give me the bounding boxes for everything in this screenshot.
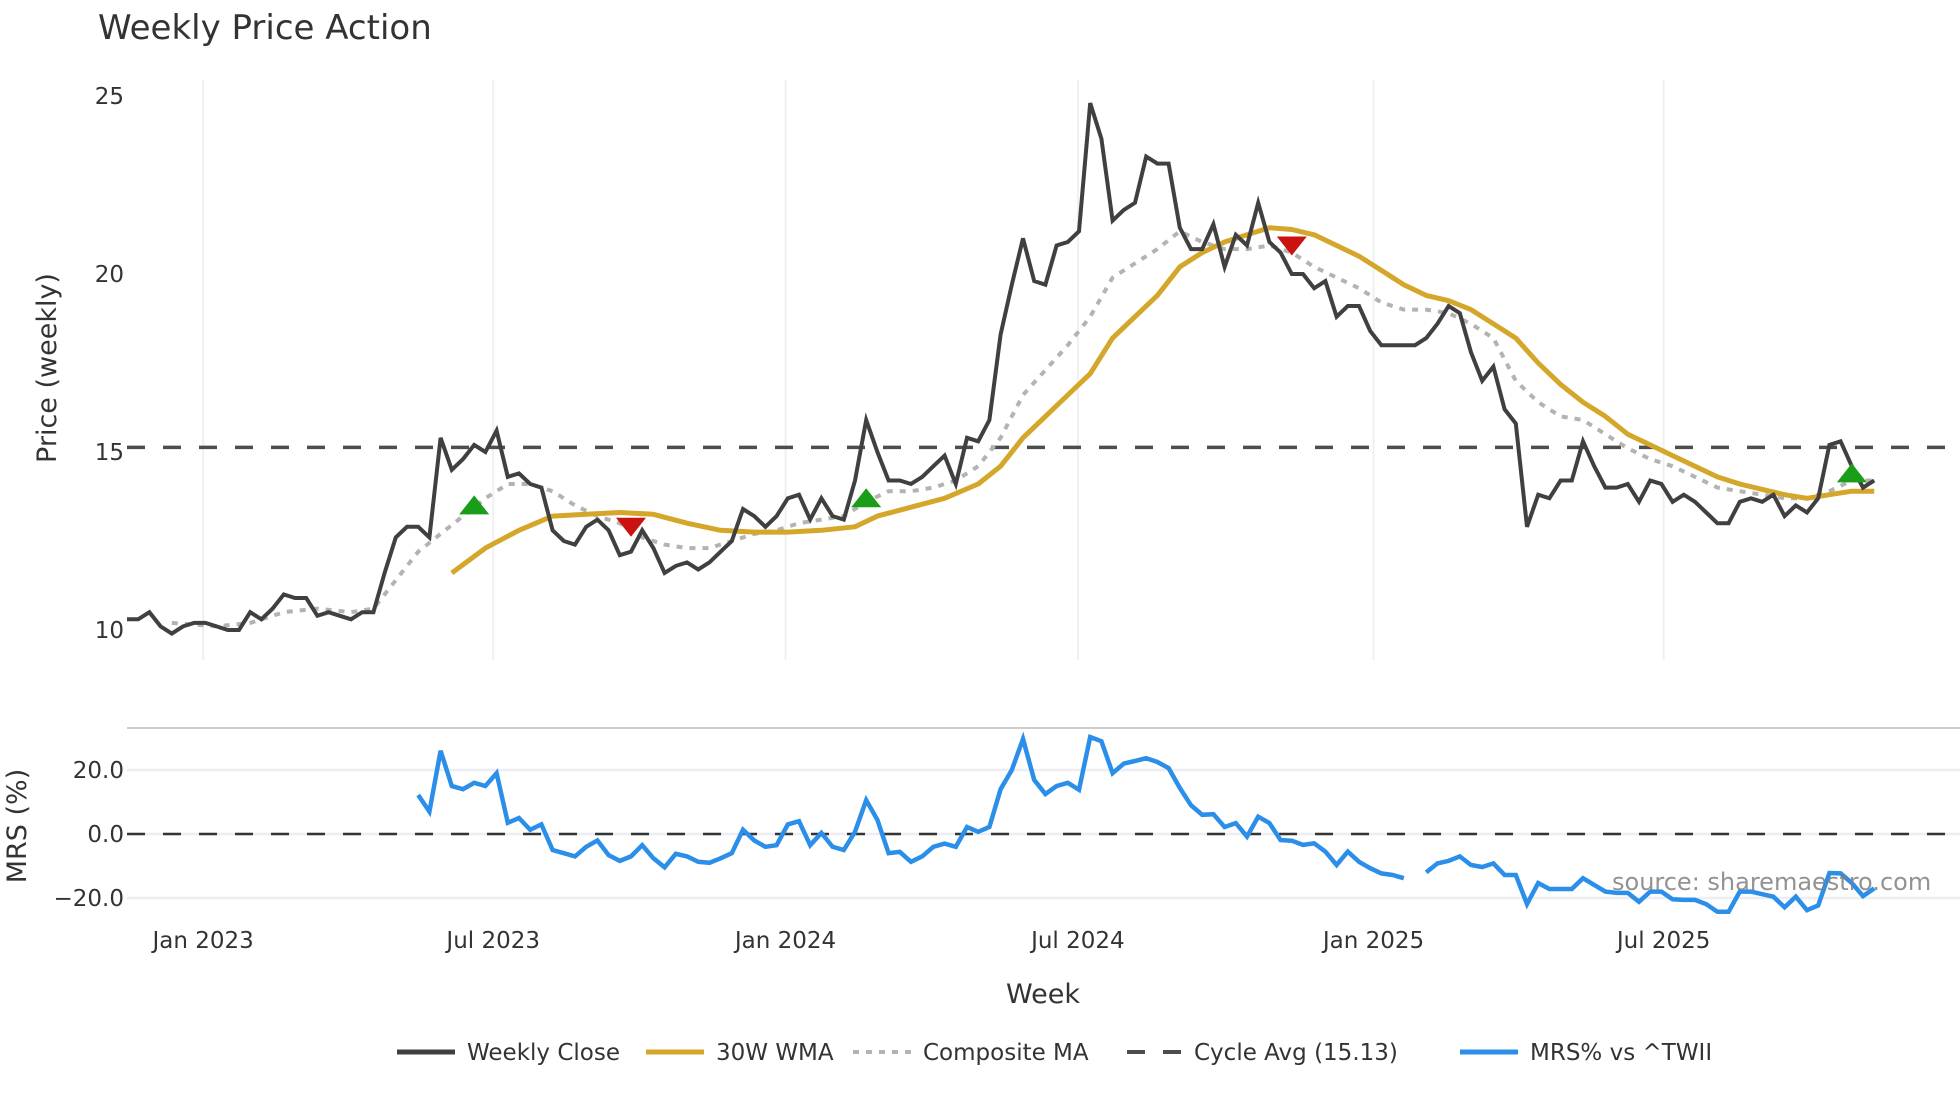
x-tick-label: Jul 2024 [1029,928,1125,954]
chart-title: Weekly Price Action [98,8,432,48]
x-axis-label: Week [1006,979,1080,1010]
legend-item[interactable]: Weekly Close [397,1040,620,1066]
legend-item[interactable]: MRS% vs ^TWII [1460,1040,1712,1066]
price-y-tick-label: 15 [95,440,124,466]
source-annotation: source: sharemaestro.com [1612,868,1931,896]
legend-label: MRS% vs ^TWII [1530,1040,1712,1066]
x-tick-label: Jul 2025 [1615,928,1711,954]
x-axis-ticks: Jan 2023 Jul 2023 Jan 2024 Jul 2024 Jan 2025… [151,928,1711,954]
buy-signal-marker [459,495,490,515]
price-y-axis-ticks: 10 15 20 25 [95,84,124,644]
price-y-tick-label: 10 [95,618,124,644]
composite-ma-line [171,228,1875,629]
wma-30w-line [450,225,1875,576]
price-y-tick-label: 20 [95,262,124,288]
legend-item[interactable]: Cycle Avg (15.13) [1127,1040,1398,1066]
price-vertical-gridlines [202,80,1665,660]
mrs-y-axis-ticks: 20.0 0.0 −20.0 [54,758,124,912]
legend-label: Weekly Close [467,1040,620,1066]
sell-signal-marker [1276,236,1307,256]
legend-item[interactable]: Composite MA [853,1040,1089,1066]
mrs-line [416,731,1876,915]
mrs-y-tick-label: −20.0 [54,886,124,912]
legend-item[interactable]: 30W WMA [646,1040,834,1066]
price-y-tick-label: 25 [95,84,124,110]
mrs-y-tick-label: 0.0 [87,822,124,848]
signal-markers [459,236,1867,537]
legend: Weekly Close 30W WMA Composite MA Cycle Avg… [397,1040,1712,1066]
x-tick-label: Jul 2023 [444,928,540,954]
x-tick-label: Jan 2025 [1321,928,1424,954]
legend-label: Composite MA [923,1040,1089,1066]
mrs-y-tick-label: 20.0 [73,758,124,784]
legend-label: 30W WMA [716,1040,834,1066]
buy-signal-marker [1836,463,1867,483]
price-y-axis-label: Price (weekly) [32,273,63,463]
mrs-y-axis-label: MRS (%) [2,769,33,884]
sell-signal-marker [616,517,646,537]
buy-signal-marker [851,488,882,508]
x-tick-label: Jan 2024 [733,928,836,954]
legend-label: Cycle Avg (15.13) [1194,1040,1398,1066]
weekly-close-line [127,102,1876,636]
x-tick-label: Jan 2023 [151,928,254,954]
